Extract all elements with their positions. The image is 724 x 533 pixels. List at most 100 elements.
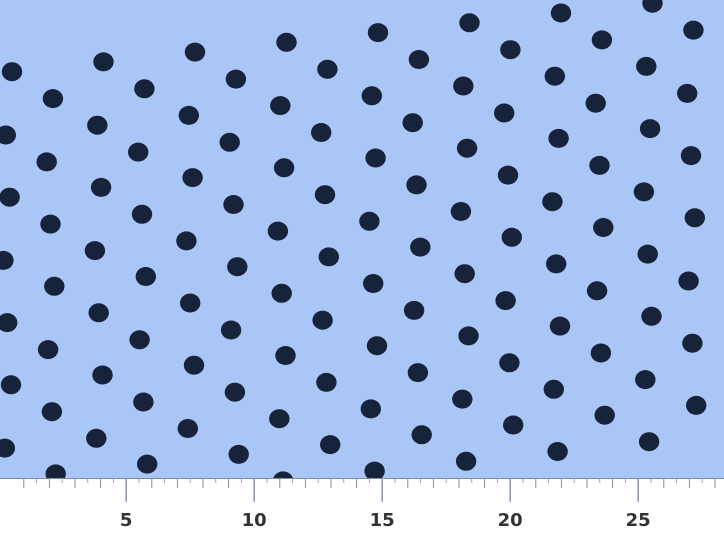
polka-dot [229,445,249,464]
polka-dot [547,442,567,461]
polka-dot [403,113,423,132]
polka-dot [456,452,476,471]
polka-dot [452,390,472,409]
polka-dot [404,301,424,320]
polka-dot [591,344,611,363]
polka-dot [498,166,518,185]
polka-dot [178,419,198,438]
polka-dot [641,307,661,326]
polka-dot [133,393,153,412]
polka-dot [457,139,477,158]
polka-dot [92,366,112,385]
polka-dot [640,119,660,138]
polka-dot [134,79,154,98]
polka-dot [542,192,562,211]
polka-dot [136,267,156,286]
polka-dot [37,152,57,171]
polka-dot [227,257,247,276]
polka-dot [361,399,381,418]
polka-dot [587,281,607,300]
polka-dot [315,185,335,204]
polka-dot [500,40,520,59]
ruler-label: 10 [242,510,267,531]
polka-dot [43,89,63,108]
polka-dot [179,106,199,125]
polka-dot [269,409,289,428]
ruler-label: 20 [498,510,523,531]
polka-dot [176,231,196,250]
polka-dot [182,168,202,187]
polka-dot [185,43,205,62]
polka-dot [319,247,339,266]
polka-dot [86,429,106,448]
polka-dot [408,363,428,382]
polka-dot [634,182,654,201]
polka-dot [494,104,514,123]
polka-dot [226,70,246,89]
polka-dot [595,406,615,425]
polka-dot [268,222,288,241]
polka-dot [368,23,388,42]
polka-dot [451,202,471,221]
polka-dot [316,373,336,392]
polka-dot [221,321,241,340]
dot-pattern [0,0,724,478]
polka-dot [638,245,658,264]
polka-dot [551,4,571,23]
polka-dot [44,277,64,296]
polka-dot [132,205,152,224]
polka-dot [40,215,60,234]
polka-dot [363,274,383,293]
polka-dot [678,272,698,291]
polka-dot [276,33,296,52]
polka-dot [544,380,564,399]
polka-dot [89,303,109,322]
polka-dot [406,175,426,194]
polka-dot [683,21,703,40]
polka-dot [459,13,479,32]
ruler-label: 25 [626,510,651,531]
polka-dot [636,57,656,76]
polka-dot [137,455,157,474]
polka-dot [502,228,522,247]
polka-dot [455,264,475,283]
polka-dot [1,375,21,394]
polka-dot [685,208,705,227]
polka-dot [589,156,609,175]
polka-dot [586,94,606,113]
polka-dot [410,238,430,257]
polka-dot [367,336,387,355]
polka-dot [677,84,697,103]
polka-dot [365,149,385,168]
polka-dot [546,254,566,273]
polka-dot [275,346,295,365]
polka-dot [639,432,659,451]
ruler-label: 5 [120,510,133,531]
polka-dot [359,212,379,231]
polka-dot [85,241,105,260]
polka-dot [593,218,613,237]
polka-dot [495,291,515,310]
polka-dot [362,86,382,105]
ruler-label: 15 [370,510,395,531]
polka-dot [220,133,240,152]
polka-dot [128,143,148,162]
polka-dot [180,294,200,313]
polka-dot [274,158,294,177]
polka-dot-fabric [0,0,724,478]
polka-dot [38,340,58,359]
measurement-ruler: 5 10 15 20 25 [0,478,724,533]
polka-dot [548,129,568,148]
polka-dot [320,435,340,454]
polka-dot [635,370,655,389]
polka-dot [409,50,429,69]
polka-dot [2,62,22,81]
polka-dot [592,30,612,49]
polka-dot [0,188,20,207]
polka-dot [93,52,113,71]
polka-dot [42,402,62,421]
polka-dot [682,334,702,353]
polka-dot [686,396,706,415]
polka-dot [545,67,565,86]
